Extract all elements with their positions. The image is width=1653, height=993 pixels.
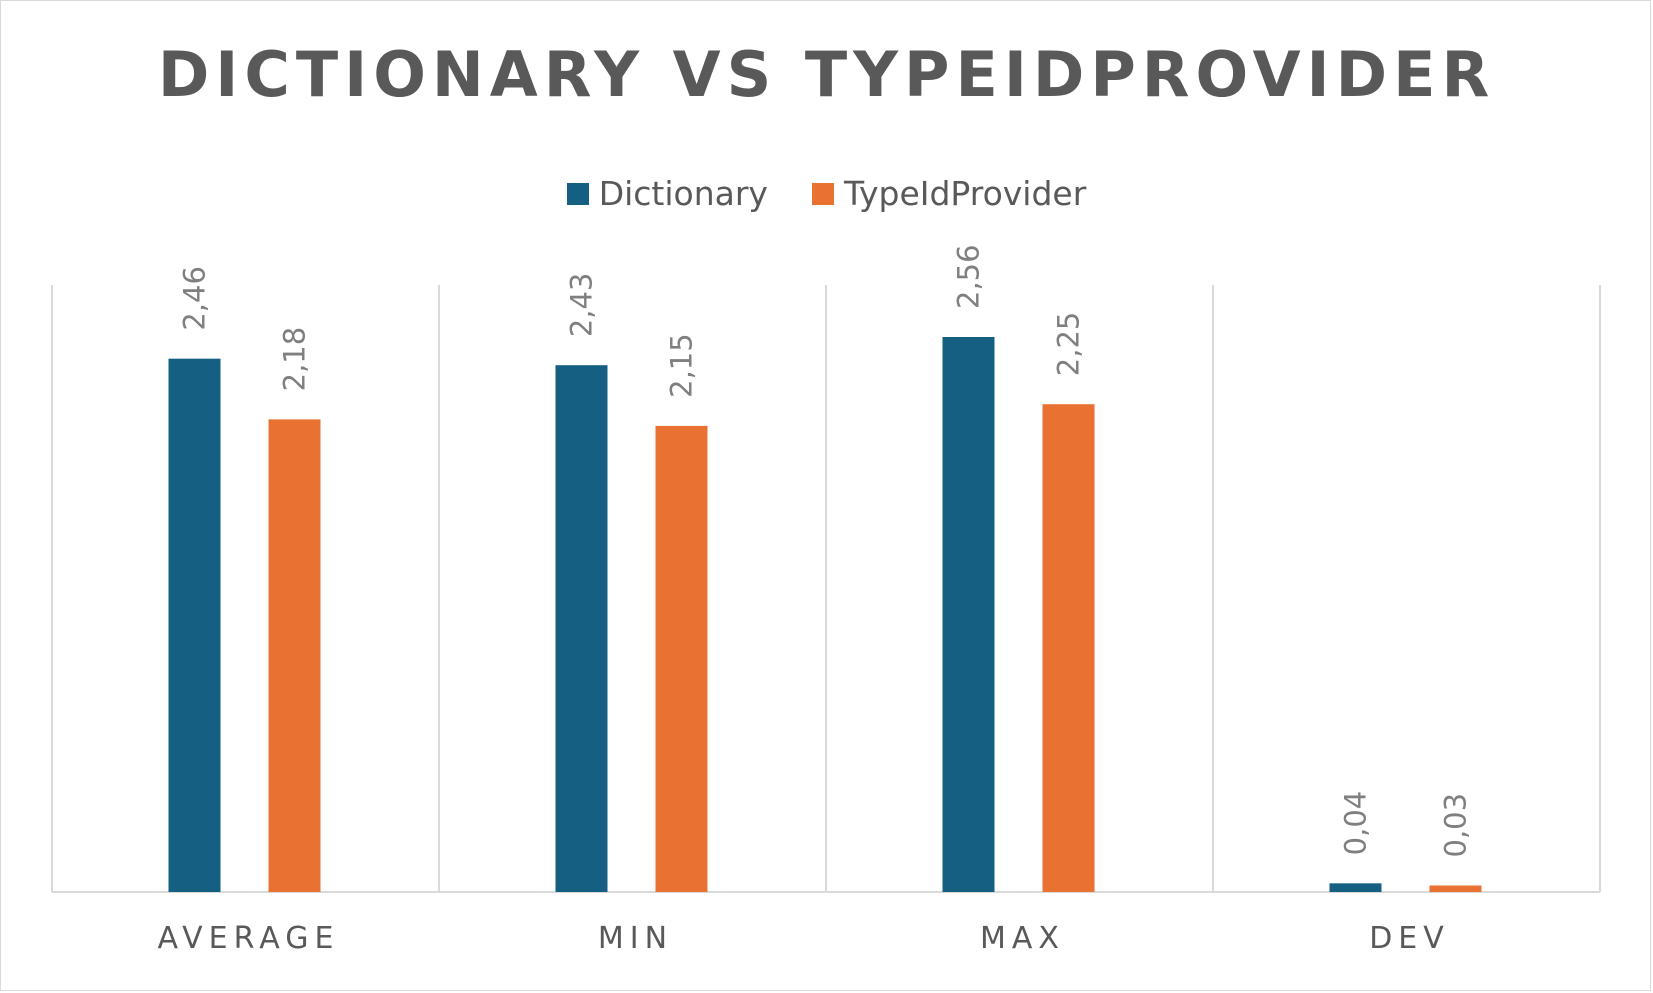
bar-dictionary-average xyxy=(168,358,221,892)
x-tick-label: DEV xyxy=(1369,921,1450,956)
x-tick-label: AVERAGE xyxy=(158,921,340,956)
bar-dictionary-min xyxy=(555,365,608,892)
data-label: 2,43 xyxy=(565,273,599,338)
bar-typeidprovider-dev xyxy=(1429,885,1482,892)
x-tick-label: MAX xyxy=(980,921,1065,956)
legend-label-dictionary: Dictionary xyxy=(598,174,768,213)
data-label: 2,18 xyxy=(278,327,312,392)
legend: Dictionary TypeIdProvider xyxy=(0,174,1653,213)
bar-typeidprovider-average xyxy=(268,419,321,892)
data-label: 2,56 xyxy=(952,244,986,309)
bar-dictionary-max xyxy=(942,337,995,892)
data-label: 2,25 xyxy=(1052,312,1086,377)
x-tick-label: MIN xyxy=(598,921,673,956)
bar-typeidprovider-min xyxy=(655,425,708,892)
bar-typeidprovider-max xyxy=(1042,404,1095,892)
data-label: 2,15 xyxy=(665,333,699,398)
chart-title: DICTIONARY VS TYPEIDPROVIDER xyxy=(157,38,1496,111)
data-label: 0,03 xyxy=(1439,793,1473,858)
legend-item-typeidprovider: TypeIdProvider xyxy=(811,174,1087,213)
legend-swatch-typeidprovider xyxy=(811,182,834,205)
data-label: 2,46 xyxy=(178,266,212,331)
bar-dictionary-dev xyxy=(1329,883,1382,892)
legend-item-dictionary: Dictionary xyxy=(566,174,768,213)
legend-swatch-dictionary xyxy=(566,182,589,205)
data-label: 0,04 xyxy=(1339,791,1373,856)
legend-label-typeidprovider: TypeIdProvider xyxy=(843,174,1087,213)
